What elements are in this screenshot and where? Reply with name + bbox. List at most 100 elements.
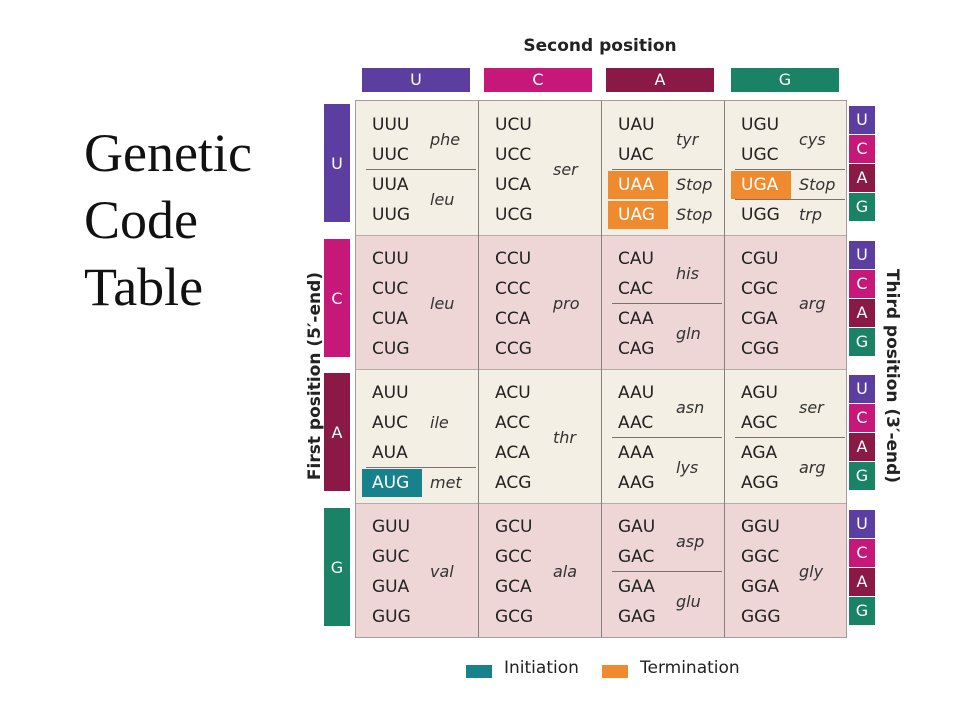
codon: AUU [372,383,409,403]
codon: GAC [618,547,655,567]
amino-acid-label: pro [553,294,580,313]
first-position-tab-a: A [324,373,350,491]
amino-acid-label: gly [799,562,824,581]
codon: CUG [372,339,410,359]
second-position-tab-g: G [731,68,839,92]
codon: GUC [372,547,410,567]
codon: CCU [495,249,532,269]
amino-acid-label: thr [553,428,576,447]
third-position-tab-u-u: U [849,106,875,134]
codon: ACA [495,443,530,463]
codon-group-separator [612,303,722,304]
amino-acid-label: ser [553,160,578,179]
initiation-swatch [466,665,492,678]
amino-acid-label: trp [799,205,823,224]
slide-title-line-2: Code [84,190,198,250]
second-position-tab-a: A [606,68,714,92]
amino-acid-label: glu [676,592,701,611]
third-position-tab-g-a: A [849,568,875,596]
codon: AGU [741,383,778,403]
third-position-tab-g-c: C [849,539,875,567]
codon: CAG [618,339,655,359]
third-position-tab-c-a: A [849,299,875,327]
termination-legend-label: Termination [640,658,740,678]
initiation-legend-label: Initiation [504,658,579,678]
amino-acid-label: ala [553,562,578,581]
codon: CGC [741,279,778,299]
codon: GCA [495,577,532,597]
codon: CCC [495,279,531,299]
column-divider [601,101,602,637]
codon: GGA [741,577,779,597]
third-position-tab-c-c: C [849,270,875,298]
codon: GCU [495,517,533,537]
third-position-tab-a-c: C [849,404,875,432]
codon: GAG [618,607,656,627]
codon: GAA [618,577,655,597]
codon-cell-ga: GAU GAC GAA GAG asp glu [602,503,724,637]
codon: GUU [372,517,411,537]
third-position-tab-u-a: A [849,164,875,192]
codon: ACC [495,413,531,433]
codon: CCA [495,309,531,329]
codon: AUG [362,469,422,497]
codon: CUC [372,279,409,299]
codon-cell-ua: UAU UAC UAA UAG tyr Stop Stop [602,101,724,235]
amino-acid-label: arg [799,294,826,313]
slide-title-line-1: Genetic [84,123,252,183]
codon-group-separator [735,199,845,200]
codon-cell-cu: CUU CUC CUA CUG leu [356,235,478,369]
codon: CUU [372,249,409,269]
codon-cell-au: AUU AUC AUA AUG ile met [356,369,478,503]
codon: UAU [618,115,655,135]
codon: GUG [372,607,411,627]
amino-acid-label: phe [430,130,461,149]
codon-group-separator [612,437,722,438]
third-position-tab-g-u: U [849,510,875,538]
second-position-tab-c: C [484,68,592,92]
amino-acid-label: asp [676,532,705,551]
amino-acid-label: Stop [676,175,713,194]
codon: AAG [618,473,655,493]
codon-group-separator [735,169,845,170]
first-position-tab-c: C [324,239,350,357]
second-position-label: Second position [523,36,677,56]
codon-cell-ac: ACU ACC ACA ACG thr [479,369,601,503]
codon: AAC [618,413,654,433]
codon: CUA [372,309,408,329]
third-position-tab-a-u: U [849,375,875,403]
codon: GCG [495,607,534,627]
third-position-label: Third position (3′-end) [882,268,902,484]
amino-acid-label: ile [430,413,449,432]
amino-acid-label: his [676,264,699,283]
codon-cell-cc: CCU CCC CCA CCG pro [479,235,601,369]
codon: UCC [495,145,532,165]
column-divider [478,101,479,637]
amino-acid-label: ser [799,398,824,417]
third-position-tab-a-a: A [849,433,875,461]
codon: CCG [495,339,532,359]
codon: AGA [741,443,778,463]
codon: ACG [495,473,532,493]
codon: UGC [741,145,779,165]
amino-acid-label: Stop [799,175,836,194]
codon: CGG [741,339,780,359]
termination-swatch [602,665,628,678]
amino-acid-label: Stop [676,205,713,224]
codon-group-separator [612,169,722,170]
codon: UGG [741,205,780,225]
third-position-tab-c-g: G [849,328,875,356]
codon: UUU [372,115,410,135]
amino-acid-label: val [430,562,454,581]
codon: UGA [731,171,791,199]
codon: UCA [495,175,531,195]
column-divider [724,101,725,637]
codon: CGA [741,309,778,329]
codon: UUA [372,175,409,195]
codon: GCC [495,547,532,567]
codon-cell-gg: GGU GGC GGA GGG gly [725,503,847,637]
second-position-tab-u: U [362,68,470,92]
codon: ACU [495,383,531,403]
slide-title-line-3: Table [84,257,204,317]
codon: AGG [741,473,779,493]
